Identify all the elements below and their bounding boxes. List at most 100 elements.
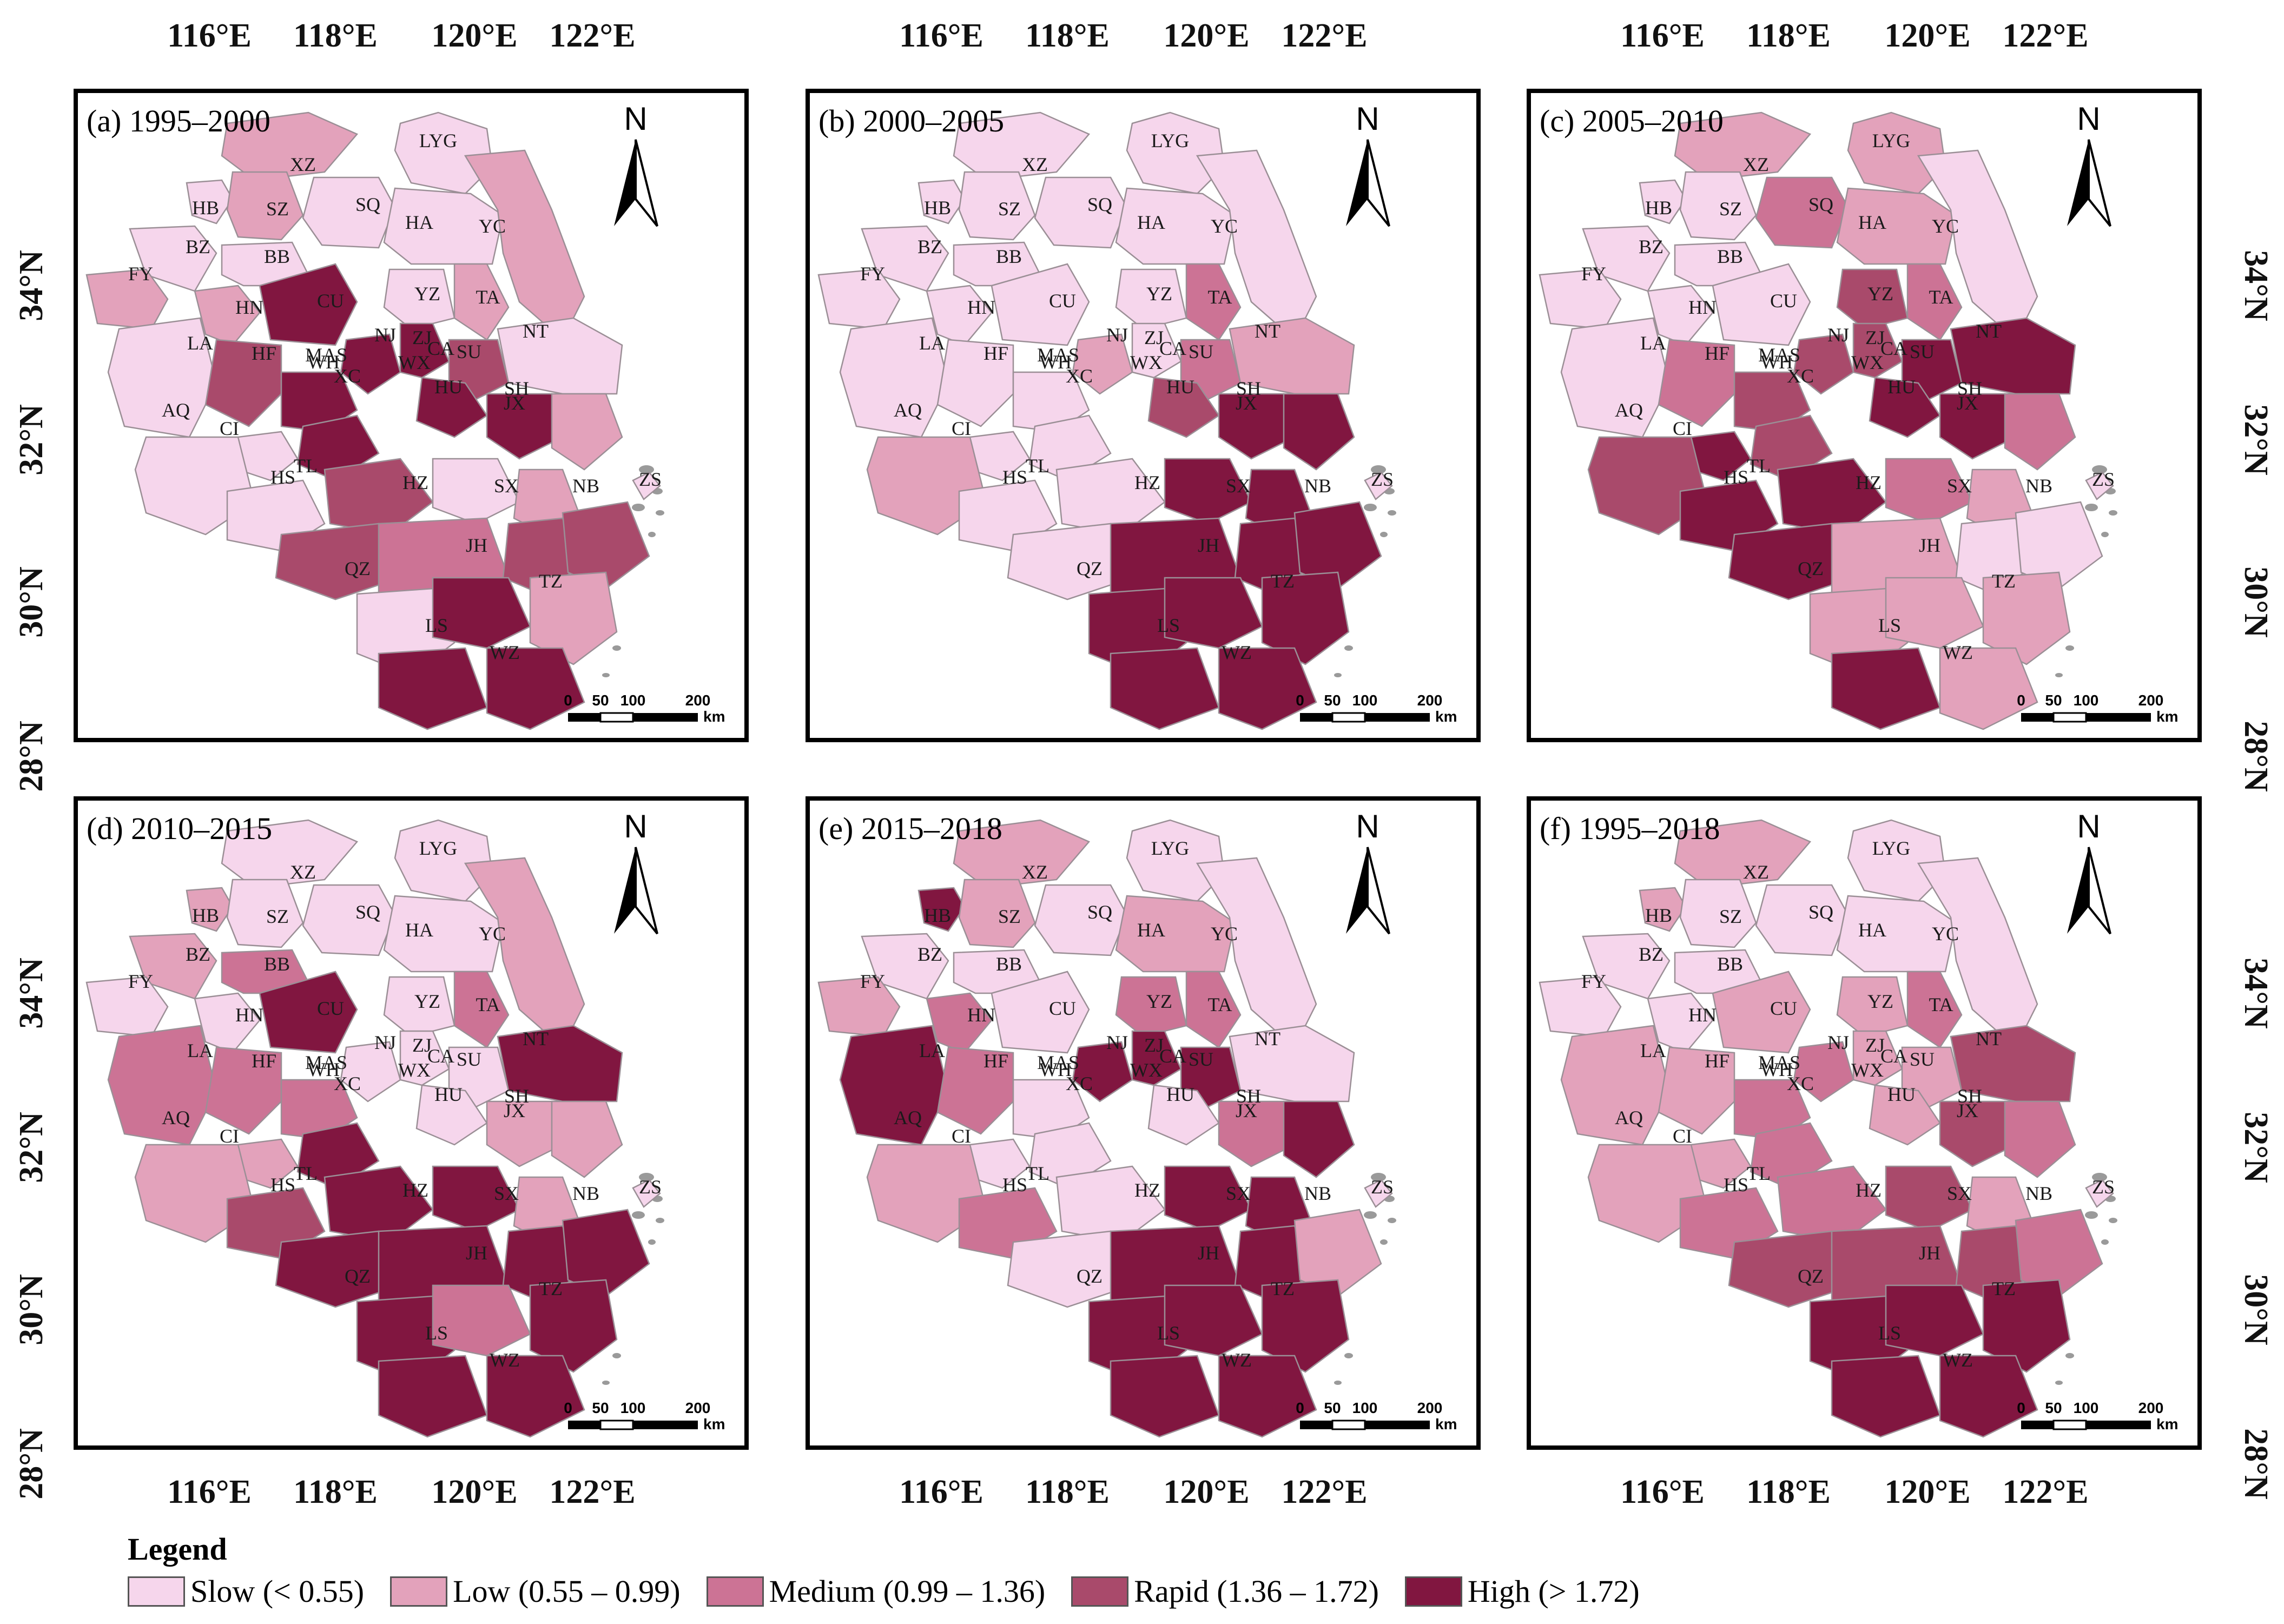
region-label-xc: XC	[1787, 1073, 1814, 1094]
region-label-bz: BZ	[1639, 236, 1664, 258]
region-label-yz: YZ	[1146, 991, 1172, 1012]
region-label-hn: HN	[235, 296, 263, 318]
lon-label-top: 120°E	[431, 17, 517, 54]
region-sh	[2004, 393, 2076, 471]
lon-label-bottom: 122°E	[1281, 1474, 1367, 1510]
island	[2101, 532, 2109, 537]
region-zs	[632, 1179, 661, 1208]
lon-label-bottom: 116°E	[1620, 1474, 1705, 1510]
region-label-ha: HA	[1858, 212, 1886, 233]
scalebar-seg	[2021, 713, 2054, 722]
region-wz	[1939, 1355, 2038, 1438]
region-hb	[917, 179, 966, 225]
region-label-tl: TL	[1026, 455, 1049, 477]
region-sh	[551, 1100, 623, 1178]
region-zs	[2085, 471, 2114, 500]
region-label-fy: FY	[128, 971, 153, 992]
region-label-sx: SX	[1226, 1183, 1251, 1204]
region-label-zs: ZS	[639, 468, 662, 490]
island	[2085, 504, 2098, 511]
region-label-ci: CI	[1673, 1125, 1692, 1147]
region-cu	[1712, 971, 1811, 1054]
region-zs	[1364, 471, 1393, 500]
region-label-la: LA	[919, 332, 945, 354]
island	[639, 465, 654, 474]
region-label-hf: HF	[252, 342, 276, 364]
region-zs	[632, 471, 661, 500]
region-hs	[1728, 1230, 1854, 1308]
region-label-tl: TL	[1747, 455, 1771, 477]
region-label-yc: YC	[479, 923, 506, 945]
region-label-nt: NT	[1255, 320, 1280, 342]
scalebar-tick: 100	[2074, 692, 2099, 709]
region-label-sh: SH	[1236, 378, 1261, 399]
region-label-nb: NB	[1304, 1183, 1331, 1204]
region-label-nj: NJ	[1106, 1032, 1128, 1053]
region-label-nb: NB	[2025, 1183, 2052, 1204]
region-label-hu: HU	[1887, 376, 1916, 398]
region-cu	[259, 971, 358, 1054]
region-hn	[194, 992, 261, 1054]
region-ha	[1836, 895, 1957, 973]
region-label-hf: HF	[1705, 342, 1729, 364]
island	[656, 510, 664, 516]
region-label-yz: YZ	[414, 283, 440, 305]
region-label-ls: LS	[425, 1322, 448, 1344]
region-nb	[1293, 1209, 1382, 1297]
north-label: N	[2077, 101, 2100, 137]
island	[1334, 1381, 1342, 1385]
region-label-wx: WX	[1130, 352, 1163, 373]
lon-label-top: 118°E	[1025, 17, 1110, 54]
region-label-hf: HF	[983, 1050, 1008, 1072]
lat-label-left: 30°N	[13, 1274, 50, 1345]
region-label-sz: SZ	[998, 198, 1021, 220]
region-bz	[1582, 225, 1671, 292]
region-wx	[1869, 1084, 1941, 1146]
region-tz	[529, 1279, 618, 1373]
island	[648, 1239, 656, 1245]
region-lyg	[1847, 819, 1946, 902]
region-label-tl: TL	[1747, 1163, 1771, 1184]
region-nt	[497, 1025, 623, 1103]
region-xz	[1674, 819, 1812, 889]
scalebar-seg	[1300, 713, 1332, 722]
region-label-yc: YC	[1211, 923, 1238, 945]
region-label-hn: HN	[235, 1004, 263, 1026]
region-label-hn: HN	[967, 296, 995, 318]
scalebar-tick: 200	[2138, 692, 2164, 709]
region-label-ci: CI	[952, 418, 971, 439]
region-zs	[1364, 1179, 1393, 1208]
lat-label-left: 28°N	[13, 1428, 50, 1500]
region-label-ha: HA	[1137, 212, 1165, 233]
island	[2055, 673, 2063, 677]
lat-label-right: 32°N	[2237, 1112, 2274, 1183]
region-label-xz: XZ	[290, 861, 316, 883]
region-nb	[2015, 501, 2103, 590]
island	[2092, 1173, 2107, 1181]
region-label-hb: HB	[924, 197, 951, 219]
region-label-su: SU	[457, 1048, 481, 1070]
region-label-nt: NT	[1255, 1028, 1280, 1049]
scalebar-unit: km	[1435, 708, 1457, 725]
region-label-wx: WX	[1130, 1059, 1163, 1081]
north-label: N	[624, 808, 647, 844]
region-label-xc: XC	[1066, 1073, 1093, 1094]
region-label-jh: JH	[1198, 1242, 1219, 1264]
region-label-xz: XZ	[1743, 861, 1769, 883]
legend-label-medium: Medium (0.99 – 1.36)	[769, 1574, 1046, 1609]
region-label-zj: ZJ	[1144, 1034, 1164, 1056]
region-sq	[1034, 176, 1128, 249]
region-label-lyg: LYG	[1872, 130, 1910, 151]
region-label-sh: SH	[1957, 378, 1982, 399]
region-wz	[1939, 647, 2038, 730]
region-lyg	[1126, 819, 1225, 902]
scalebar-tick: 50	[1324, 1399, 1341, 1416]
region-label-sz: SZ	[1719, 198, 1742, 220]
region-nt	[497, 317, 623, 395]
region-label-tz: TZ	[539, 1278, 563, 1299]
region-label-sh: SH	[504, 1085, 529, 1107]
region-label-qz: QZ	[1798, 1265, 1824, 1287]
